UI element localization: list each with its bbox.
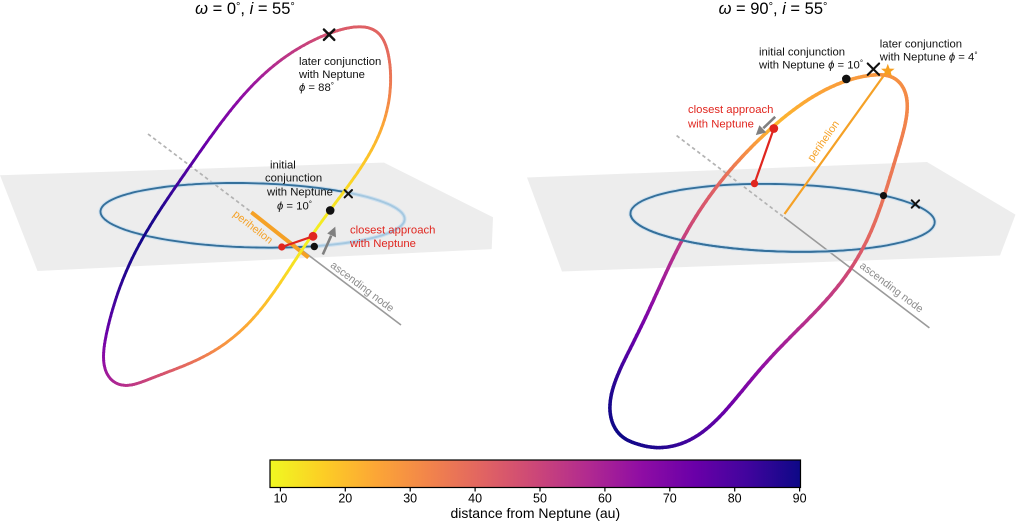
svg-text:10: 10	[273, 492, 287, 506]
svg-text:initial: initial	[270, 160, 296, 172]
svg-text:closest approach: closest approach	[688, 104, 773, 116]
svg-text:conjunction: conjunction	[265, 173, 322, 185]
svg-text:later conjunction: later conjunction	[299, 56, 381, 68]
svg-text:ϕ = 88°: ϕ = 88°	[299, 81, 334, 94]
svg-text:ϕ = 10°: ϕ = 10°	[277, 200, 312, 213]
svg-text:with Neptune ϕ = 10°: with Neptune ϕ = 10°	[758, 59, 863, 72]
svg-text:80: 80	[728, 492, 742, 506]
svg-text:ω = 90°, i = 55°: ω = 90°, i = 55°	[719, 0, 828, 18]
svg-text:60: 60	[598, 492, 612, 506]
svg-text:20: 20	[338, 492, 352, 506]
svg-text:with Neptune: with Neptune	[349, 238, 416, 250]
svg-text:with Neptune: with Neptune	[298, 69, 365, 81]
svg-text:later conjunction: later conjunction	[880, 38, 962, 50]
svg-text:40: 40	[468, 492, 482, 506]
svg-text:ω = 0°, i = 55°: ω = 0°, i = 55°	[195, 0, 295, 18]
svg-text:with Neptune: with Neptune	[687, 119, 754, 131]
svg-text:with Neptune ϕ = 4°: with Neptune ϕ = 4°	[879, 51, 978, 64]
svg-text:distance from Neptune (au): distance from Neptune (au)	[450, 505, 620, 521]
svg-text:initial conjunction: initial conjunction	[759, 47, 845, 59]
svg-text:90: 90	[793, 492, 807, 506]
svg-text:with Neptune: with Neptune	[266, 187, 333, 199]
svg-text:50: 50	[533, 492, 547, 506]
svg-text:70: 70	[663, 492, 677, 506]
svg-text:30: 30	[403, 492, 417, 506]
svg-text:closest approach: closest approach	[350, 225, 435, 237]
